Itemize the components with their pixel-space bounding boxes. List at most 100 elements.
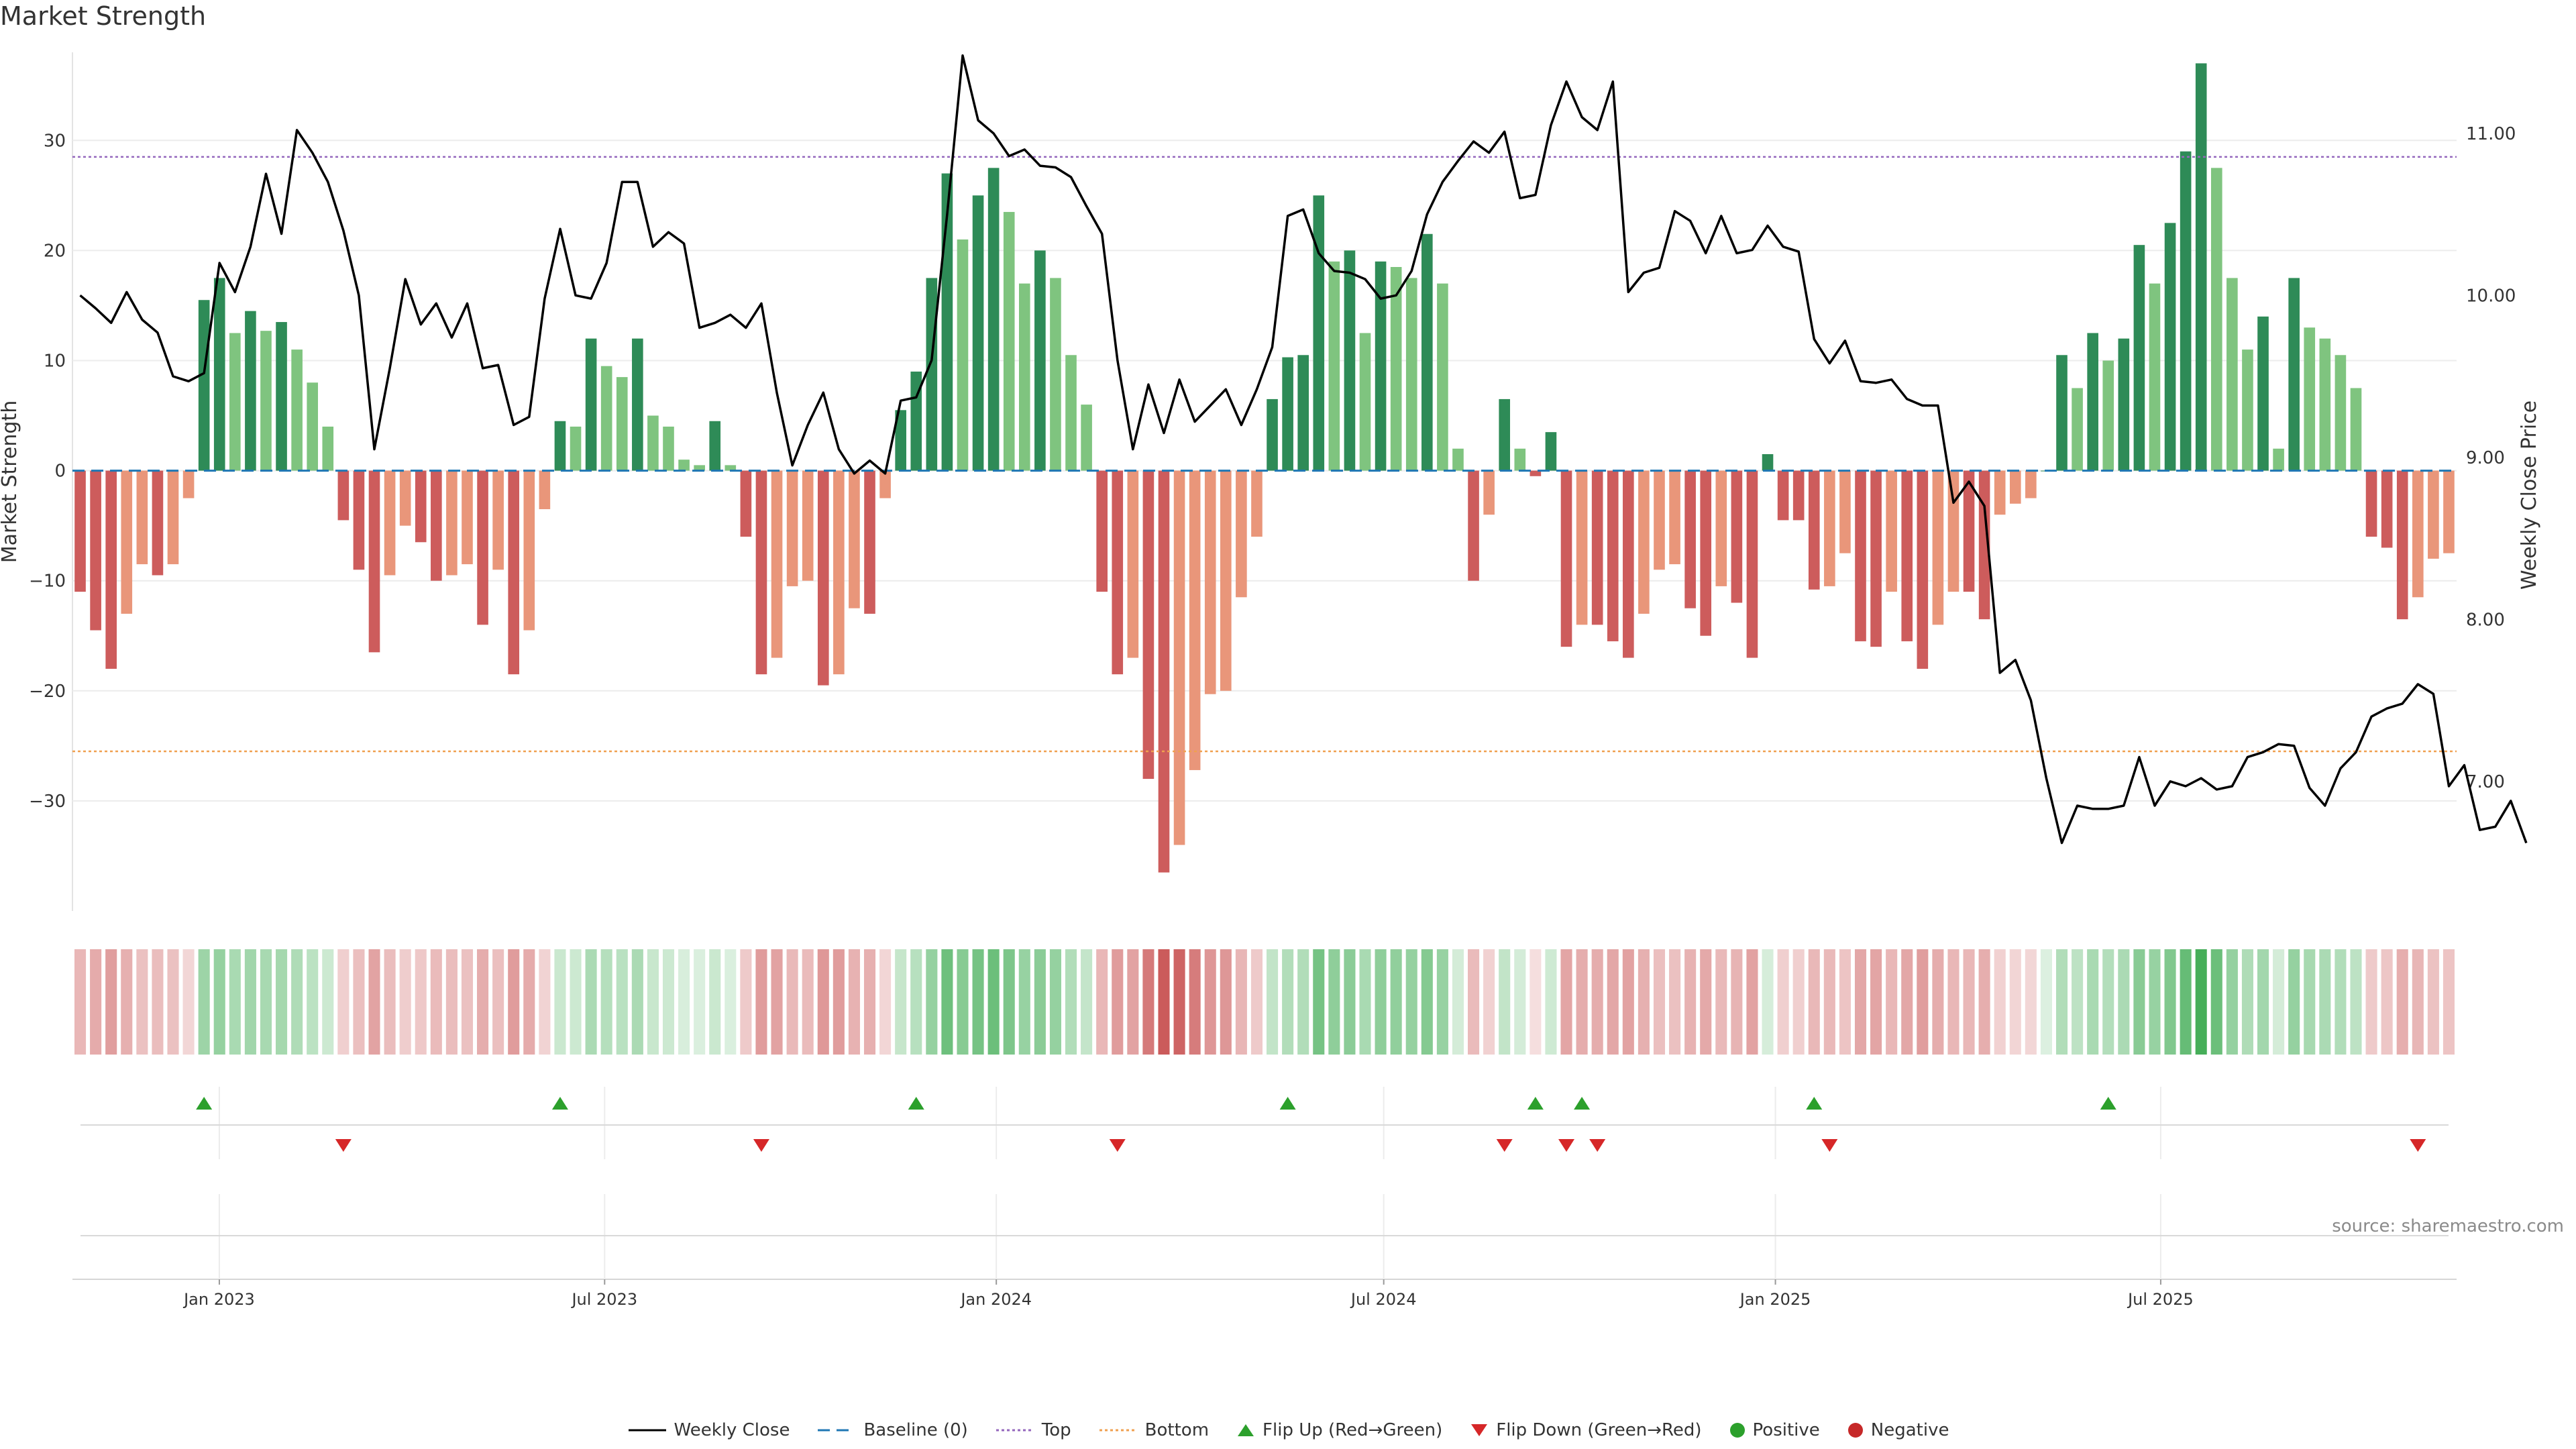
strength-bar: [1483, 470, 1495, 515]
strength-bar: [2288, 278, 2300, 471]
strength-bar: [2304, 327, 2316, 471]
heat-cell: [1158, 949, 1170, 1055]
heat-cell: [1065, 949, 1077, 1055]
heat-cell: [1235, 949, 1247, 1055]
heat-cell: [802, 949, 814, 1055]
heat-cell: [910, 949, 922, 1055]
legend-item-top[interactable]: Top: [995, 1420, 1071, 1440]
strength-bar: [1576, 470, 1588, 625]
heat-cell: [2087, 949, 2099, 1055]
strength-bar: [987, 168, 1000, 471]
heat-cell: [477, 949, 489, 1055]
circle-icon: [1847, 1423, 1863, 1438]
strength-bar: [2009, 470, 2021, 504]
heat-cell: [1700, 949, 1712, 1055]
heat-cell: [1436, 949, 1448, 1055]
heat-cell: [2009, 949, 2021, 1055]
heat-cell: [1173, 949, 1185, 1055]
heat-cell: [1204, 949, 1216, 1055]
strength-bar: [136, 470, 148, 565]
heat-cell: [105, 949, 117, 1055]
heat-cell: [879, 949, 892, 1055]
strength-bar: [2412, 470, 2424, 598]
strength-bar: [1173, 470, 1185, 845]
legend-item-flip-up[interactable]: Flip Up (Red→Green): [1236, 1420, 1442, 1440]
strength-bar: [1514, 448, 1526, 471]
strength-bar: [2443, 470, 2455, 553]
heat-cell: [1746, 949, 1758, 1055]
x-tick-label: Jan 2025: [1739, 1290, 1811, 1309]
heat-cell: [1112, 949, 1124, 1055]
x-tick-label: Jul 2023: [570, 1290, 637, 1309]
heat-cell: [2304, 949, 2316, 1055]
heat-cell: [1653, 949, 1666, 1055]
legend-label-weekly-close: Weekly Close: [674, 1420, 790, 1440]
strength-bar: [1638, 470, 1650, 614]
weekly-close-line: [79, 54, 2528, 845]
strength-bar: [2381, 470, 2393, 548]
strength-bar: [167, 470, 179, 565]
heat-cell: [631, 949, 643, 1055]
heat-cell: [2102, 949, 2114, 1055]
strength-bar: [1390, 267, 1402, 471]
strength-bar: [1855, 470, 1866, 641]
heat-cell: [1870, 949, 1882, 1055]
heat-cell: [523, 949, 535, 1055]
heat-cell: [1963, 949, 1975, 1055]
y2-tick-label: 8.00: [2466, 610, 2505, 630]
strength-bar: [1545, 432, 1557, 471]
heat-cell: [1096, 949, 1108, 1055]
strength-bar: [1684, 470, 1696, 608]
y2-tick-label: 7.00: [2466, 772, 2505, 792]
strength-bar: [771, 470, 783, 658]
legend-item-flip-down[interactable]: Flip Down (Green→Red): [1469, 1420, 1702, 1440]
heat-cell: [1823, 949, 1835, 1055]
heat-cell: [260, 949, 272, 1055]
legend-item-negative[interactable]: Negative: [1847, 1420, 1949, 1440]
strength-bar: [879, 470, 891, 498]
heat-cell: [2025, 949, 2037, 1055]
strength-bar: [74, 470, 86, 592]
flip-up-marker: [1806, 1097, 1823, 1110]
strength-bar: [972, 195, 984, 471]
strength-bar: [2257, 316, 2269, 471]
heat-cell: [415, 949, 427, 1055]
strength-bar: [1344, 250, 1356, 471]
strength-bar: [1236, 470, 1247, 598]
heat-cell: [399, 949, 411, 1055]
strength-bar: [1654, 470, 1665, 570]
heat-cell: [1684, 949, 1697, 1055]
strength-bar: [415, 470, 427, 543]
y-tick-label: 20: [44, 241, 66, 261]
strength-bar: [368, 470, 380, 653]
strength-bar: [1112, 470, 1124, 675]
strength-bar: [616, 377, 628, 471]
strength-bar: [462, 470, 473, 565]
strength-bar: [1994, 470, 2006, 515]
strength-bar: [1762, 453, 1774, 471]
heat-cell: [445, 949, 458, 1055]
heat-cell: [2288, 949, 2300, 1055]
y-tick-label: 0: [54, 462, 66, 482]
strength-bar: [895, 410, 906, 471]
heat-cell: [647, 949, 659, 1055]
strength-bar: [105, 470, 117, 669]
legend-item-weekly-close[interactable]: Weekly Close: [627, 1420, 790, 1440]
legend-item-bottom[interactable]: Bottom: [1098, 1420, 1209, 1440]
heat-cell: [554, 949, 566, 1055]
heat-cell: [1854, 949, 1867, 1055]
heat-cell: [1127, 949, 1139, 1055]
heat-cell: [817, 949, 829, 1055]
strength-bar: [910, 371, 922, 471]
heat-cell: [2164, 949, 2176, 1055]
heat-cell: [492, 949, 504, 1055]
strength-bar: [1220, 470, 1232, 691]
triangle-down-icon: [1471, 1424, 1488, 1436]
flip-up-marker: [1574, 1097, 1591, 1110]
chart-title: Market Strength: [0, 1, 207, 31]
strength-bar: [431, 470, 442, 581]
strength-bar: [1189, 470, 1201, 770]
legend-item-baseline[interactable]: Baseline (0): [816, 1420, 968, 1440]
heat-cell: [384, 949, 396, 1055]
legend-item-positive[interactable]: Positive: [1729, 1420, 1820, 1440]
